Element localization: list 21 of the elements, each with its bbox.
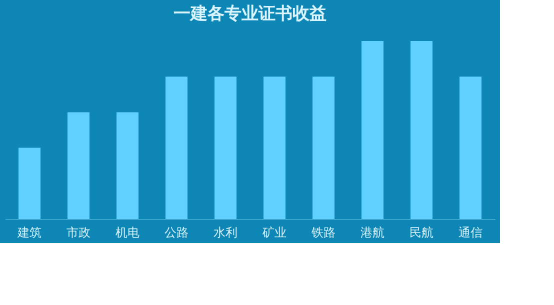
bar <box>18 148 40 219</box>
bar <box>410 41 432 219</box>
bar <box>166 76 188 219</box>
x-tick-label: 公路 <box>164 226 188 240</box>
x-tick-label: 民航 <box>410 226 434 240</box>
x-tick-label: 通信 <box>458 226 482 240</box>
x-tick-label: 机电 <box>116 226 140 240</box>
bar <box>214 76 236 219</box>
x-tick-label: 水利 <box>214 226 238 240</box>
x-tick-label: 建筑 <box>16 226 42 240</box>
x-tick-label: 港航 <box>360 226 384 240</box>
bar <box>68 112 90 219</box>
x-tick-label: 铁路 <box>310 226 336 240</box>
bar <box>312 76 334 219</box>
x-tick-label: 矿业 <box>262 226 286 240</box>
bar <box>264 76 286 219</box>
bar <box>362 41 384 219</box>
x-tick-label: 市政 <box>66 226 90 240</box>
bar <box>460 76 482 219</box>
chart-title: 一建各专业证书收益 <box>174 4 326 24</box>
bar <box>116 112 138 219</box>
